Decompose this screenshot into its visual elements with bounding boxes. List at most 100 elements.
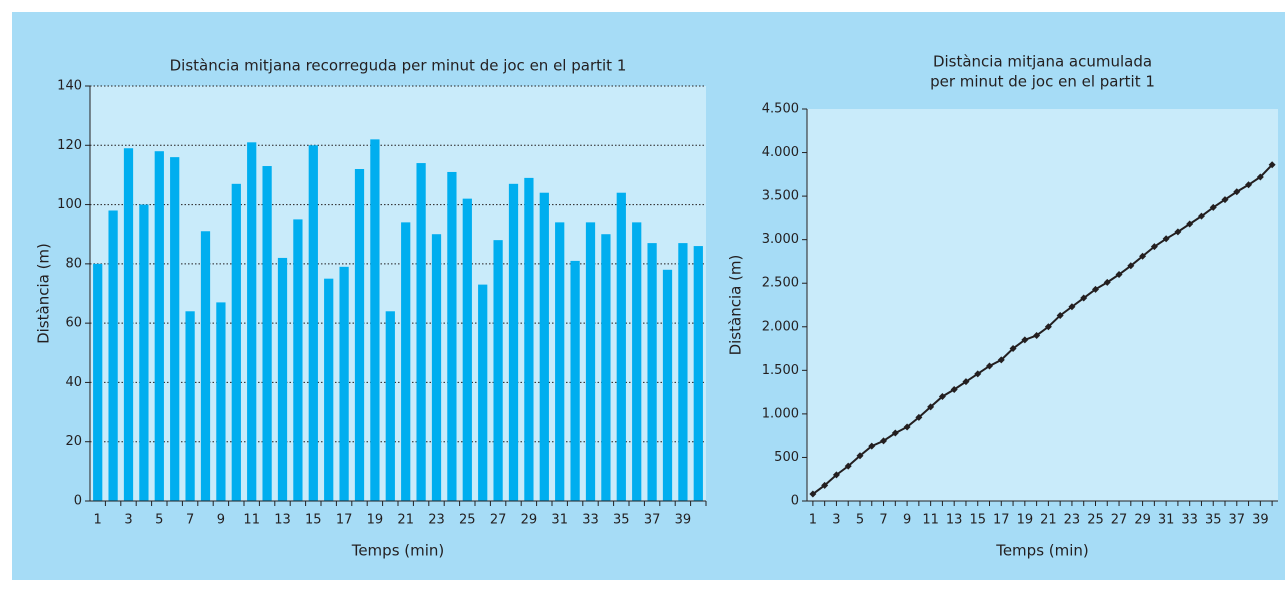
x-tick-label: 25 (459, 513, 476, 528)
bar (585, 222, 596, 501)
marker (1162, 235, 1170, 243)
marker (938, 392, 946, 400)
marker (1068, 303, 1076, 311)
x-tick-label: 33 (582, 513, 599, 528)
marker (1174, 228, 1182, 236)
bar (200, 231, 211, 501)
marker (821, 481, 829, 489)
y-tick-label: 4.000 (762, 145, 799, 160)
y-tick-label: 0 (74, 494, 82, 509)
y-tick-label: 3.000 (762, 232, 799, 247)
y-tick-label: 3.500 (762, 189, 799, 204)
x-tick-label: 7 (186, 513, 194, 528)
marker (1033, 331, 1041, 339)
y-tick-label: 2.500 (762, 276, 799, 291)
plot-area (807, 109, 1278, 501)
marker (1186, 220, 1194, 228)
y-axis-label: Distància (m) (727, 255, 745, 356)
bar (401, 222, 411, 501)
x-tick-label: 31 (551, 513, 568, 528)
marker (1127, 262, 1135, 270)
marker (1009, 345, 1017, 353)
bar (123, 148, 134, 501)
marker (1209, 203, 1217, 211)
bar (493, 240, 503, 501)
bar (447, 171, 457, 501)
y-tick-label: 100 (57, 197, 82, 212)
marker (891, 429, 899, 437)
bar (462, 198, 472, 501)
bar (185, 311, 195, 501)
x-tick-label: 39 (675, 513, 692, 528)
x-tick-label: 35 (1205, 513, 1222, 528)
x-tick-label: 39 (1252, 513, 1269, 528)
bar (693, 246, 703, 501)
x-tick-label: 1 (809, 513, 817, 528)
marker (1021, 336, 1029, 344)
x-tick-label: 13 (274, 513, 291, 528)
marker (1245, 181, 1253, 189)
bar (508, 183, 519, 502)
bar (308, 145, 318, 502)
x-tick-label: 23 (1064, 513, 1081, 528)
bar (170, 157, 180, 501)
bar (570, 260, 580, 501)
y-axis-label: Distància (m) (35, 243, 53, 344)
line (812, 164, 1273, 495)
marker (1044, 323, 1052, 331)
marker (1197, 212, 1205, 220)
marker (832, 471, 840, 479)
chart-title: Distància mitjana acumulada (933, 53, 1152, 71)
y-tick-label: 140 (57, 79, 82, 94)
chart-title: per minut de joc en el partit 1 (930, 73, 1155, 91)
x-tick-label: 29 (1134, 513, 1151, 528)
bar (678, 243, 688, 501)
bar (539, 192, 549, 501)
bar (416, 163, 426, 502)
bar (354, 169, 365, 501)
marker (1056, 311, 1064, 319)
x-tick-label: 15 (305, 513, 322, 528)
y-tick-label: 20 (65, 434, 82, 449)
marker (974, 370, 982, 378)
y-tick-label: 1.000 (762, 406, 799, 421)
bar (154, 151, 164, 501)
marker (1139, 252, 1147, 260)
x-tick-label: 37 (1229, 513, 1246, 528)
y-tick-label: 4.500 (762, 102, 799, 117)
marker (1268, 161, 1276, 169)
bar (247, 142, 257, 502)
x-tick-label: 11 (922, 513, 939, 528)
x-tick-label: 27 (1111, 513, 1128, 528)
bar (632, 222, 642, 501)
x-tick-label: 5 (856, 513, 864, 528)
marker (1150, 243, 1158, 251)
bar (324, 278, 334, 501)
bar (662, 269, 673, 501)
bar (647, 243, 657, 501)
x-tick-label: 9 (903, 513, 911, 528)
x-tick-label: 37 (644, 513, 661, 528)
y-tick-label: 0 (791, 494, 799, 509)
x-tick-label: 21 (397, 513, 414, 528)
x-tick-label: 25 (1087, 513, 1104, 528)
y-tick-label: 2.000 (762, 319, 799, 334)
x-tick-label: 5 (155, 513, 163, 528)
x-tick-label: 13 (946, 513, 963, 528)
x-axis-label: Temps (min) (351, 542, 445, 560)
bar (601, 234, 611, 501)
marker (880, 437, 888, 445)
marker (1091, 285, 1099, 293)
bar (231, 183, 241, 502)
marker (1080, 294, 1088, 302)
x-tick-label: 3 (832, 513, 840, 528)
bar (93, 263, 103, 501)
x-tick-label: 17 (993, 513, 1010, 528)
chart-title: Distància mitjana recorreguda per minut … (170, 57, 627, 75)
x-tick-label: 1 (94, 513, 102, 528)
y-tick-label: 40 (65, 375, 82, 390)
marker (1256, 173, 1264, 181)
marker (915, 413, 923, 421)
